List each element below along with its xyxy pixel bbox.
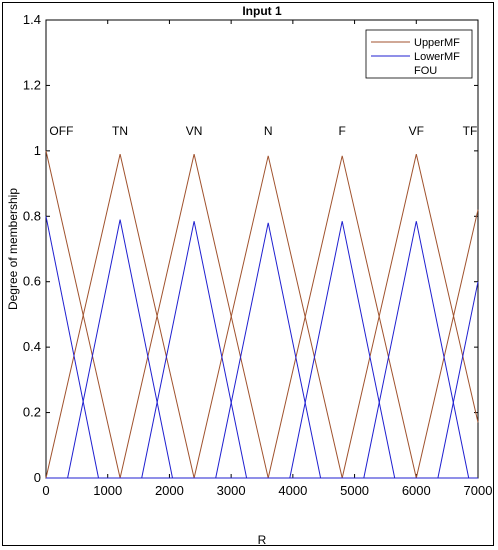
legend: UpperMF LowerMF FOU: [365, 29, 473, 79]
lowermf-triangle: [437, 281, 479, 479]
mf-label: F: [339, 124, 346, 138]
uppermf-triangle: [193, 155, 343, 479]
x-tick-label: 0: [42, 483, 49, 498]
legend-label-lower: LowerMF: [414, 51, 460, 63]
mf-label: OFF: [49, 124, 73, 138]
lowermf-triangle: [67, 219, 173, 479]
y-tick-label: 1.2: [23, 77, 41, 92]
x-tick-label: 3000: [217, 483, 246, 498]
mf-label: VF: [409, 124, 424, 138]
y-tick-label: 1: [34, 143, 41, 158]
tick-marks: [45, 19, 479, 479]
y-tick-labels: 0 0.2 0.4 0.6 0.8 1 1.2 1.4: [23, 12, 41, 485]
x-tick-label: 6000: [402, 483, 431, 498]
lowermf-triangle: [45, 216, 99, 479]
legend-label-fou: FOU: [414, 65, 437, 77]
x-tick-label: 2000: [155, 483, 184, 498]
y-tick-label: 0.2: [23, 405, 41, 420]
legend-label-upper: UpperMF: [414, 37, 460, 49]
x-tick-label: 7000: [464, 483, 493, 498]
series-lowermf: [45, 216, 479, 479]
lowermf-triangle: [141, 221, 248, 479]
plot-area: [45, 19, 479, 479]
series-uppermf: [45, 150, 479, 479]
x-tick-labels: 0 1000 2000 3000 4000 5000 6000 7000: [42, 483, 492, 498]
y-tick-label: 0.8: [23, 208, 41, 223]
uppermf-triangle: [415, 209, 479, 479]
x-tick-label: 1000: [93, 483, 122, 498]
mf-label: N: [264, 124, 273, 138]
uppermf-triangle: [341, 153, 479, 479]
y-tick-label: 1.4: [23, 12, 41, 27]
x-axis-label: R: [258, 533, 267, 547]
y-tick-label: 0.6: [23, 274, 41, 289]
chart-title: Input 1: [242, 4, 282, 18]
uppermf-triangle: [267, 155, 417, 479]
lowermf-triangle: [289, 221, 396, 479]
mf-labels: OFF TN VN N F VF TF: [49, 124, 477, 138]
mf-label: TF: [463, 124, 478, 138]
uppermf-triangle: [119, 153, 269, 479]
mf-label: TN: [112, 124, 128, 138]
series-layer: [45, 150, 479, 479]
y-tick-label: 0: [34, 470, 41, 485]
x-tick-label: 4000: [278, 483, 307, 498]
lowermf-triangle: [215, 222, 322, 479]
uppermf-triangle: [45, 153, 195, 479]
y-axis-label: Degree of membership: [6, 188, 20, 310]
legend-box: [365, 29, 473, 79]
x-tick-label: 5000: [340, 483, 369, 498]
mf-label: VN: [186, 124, 203, 138]
y-tick-label: 0.4: [23, 339, 41, 354]
lowermf-triangle: [363, 221, 470, 479]
